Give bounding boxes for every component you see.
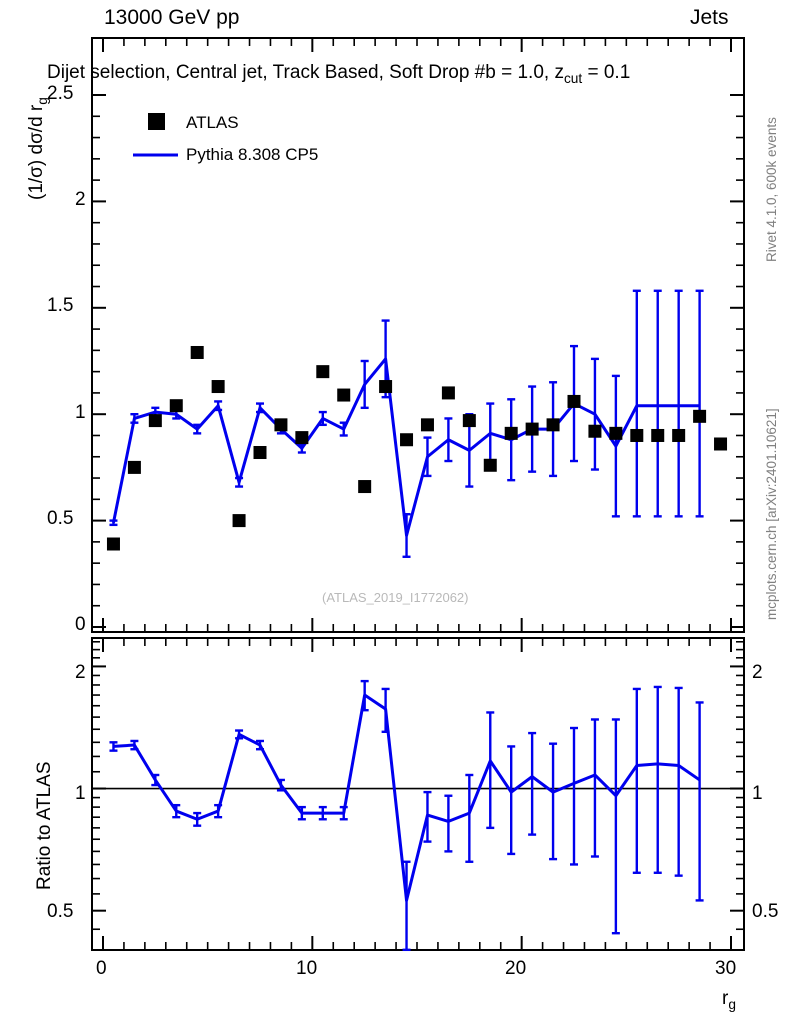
- data-marker-atlas: [127, 460, 141, 474]
- data-marker-atlas: [420, 418, 434, 432]
- data-marker-atlas: [525, 422, 539, 436]
- data-marker-atlas: [295, 431, 309, 445]
- data-marker-atlas: [567, 394, 581, 408]
- header-right: Jets: [690, 6, 729, 29]
- data-marker-atlas: [693, 409, 707, 423]
- data-marker-atlas: [379, 380, 393, 394]
- data-marker-atlas: [462, 414, 476, 428]
- plot-title-subscript: cut: [563, 70, 583, 86]
- data-marker-atlas: [169, 399, 183, 413]
- plot-title: Dijet selection, Central jet, Track Base…: [47, 62, 630, 86]
- data-marker-atlas: [714, 437, 728, 451]
- header-left: 13000 GeV pp: [104, 6, 240, 29]
- data-marker-atlas: [190, 345, 204, 359]
- data-marker-atlas: [651, 428, 665, 442]
- legend-marker-square: [148, 113, 165, 130]
- main-ytick-1_5: 1.5: [47, 295, 74, 316]
- ratio-ytick-0_5-left: 0.5: [47, 901, 74, 922]
- legend-item-pythia-label: Pythia 8.308 CP5: [186, 145, 319, 164]
- x-axis-label-text: r: [722, 988, 729, 1009]
- main-ytick-1: 1: [75, 402, 86, 423]
- main-ytick-2_5: 2.5: [47, 83, 74, 104]
- xtick-10: 10: [296, 958, 318, 979]
- data-marker-atlas: [253, 446, 267, 460]
- data-marker-atlas: [106, 537, 120, 551]
- ratio-ytick-1-right: 1: [752, 783, 763, 804]
- x-axis-label: rg: [722, 988, 736, 1012]
- main-panel-frame: [91, 37, 745, 633]
- ratio-ytick-2-right: 2: [752, 662, 763, 683]
- data-marker-atlas: [483, 458, 497, 472]
- plot-title-text: Dijet selection, Central jet, Track Base…: [47, 62, 564, 83]
- dataset-watermark: (ATLAS_2019_I1772062): [322, 590, 469, 605]
- data-marker-atlas: [316, 365, 330, 379]
- data-marker-atlas: [274, 418, 288, 432]
- ratio-ytick-0_5-right: 0.5: [752, 901, 779, 922]
- ratio-panel-frame: [91, 637, 745, 951]
- data-marker-atlas: [148, 414, 162, 428]
- main-ytick-0: 0: [75, 614, 86, 635]
- data-marker-atlas: [609, 426, 623, 440]
- xtick-0: 0: [96, 958, 107, 979]
- data-marker-atlas: [546, 418, 560, 432]
- data-marker-atlas: [672, 428, 686, 442]
- plot-title-tail: = 0.1: [582, 62, 631, 83]
- data-marker-atlas: [358, 480, 372, 494]
- data-marker-atlas: [441, 386, 455, 400]
- xtick-20: 20: [505, 958, 527, 979]
- mc-curve-main: [111, 357, 700, 537]
- data-marker-atlas: [630, 428, 644, 442]
- data-marker-atlas: [211, 380, 225, 394]
- ratio-ytick-2-left: 2: [75, 662, 86, 683]
- legend-item-atlas-label: ATLAS: [186, 113, 239, 132]
- xtick-30: 30: [715, 958, 737, 979]
- x-axis-label-subscript: g: [728, 996, 736, 1012]
- data-marker-atlas: [337, 388, 351, 402]
- data-marker-atlas: [504, 426, 518, 440]
- main-ytick-0_5: 0.5: [47, 508, 74, 529]
- data-marker-atlas: [588, 424, 602, 438]
- data-marker-atlas: [232, 514, 246, 528]
- ratio-ytick-1-left: 1: [75, 783, 86, 804]
- main-ytick-2: 2: [75, 189, 86, 210]
- data-marker-atlas: [400, 433, 414, 447]
